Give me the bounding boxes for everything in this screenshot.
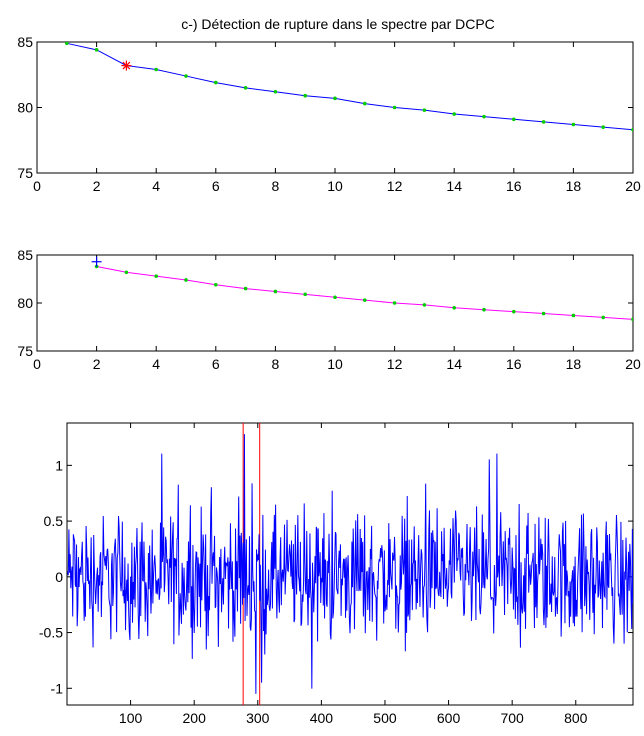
data-point xyxy=(303,293,307,297)
x-tick-label: 700 xyxy=(500,710,524,726)
x-tick-label: 500 xyxy=(373,710,397,726)
y-tick-label: 75 xyxy=(17,165,33,181)
data-point xyxy=(601,316,605,320)
x-tick-label: 16 xyxy=(506,356,522,372)
data-point xyxy=(154,68,158,72)
data-point xyxy=(423,303,427,307)
x-tick-label: 800 xyxy=(564,710,588,726)
data-point xyxy=(512,310,516,314)
x-tick-label: 8 xyxy=(272,356,280,372)
y-tick-label: 0 xyxy=(55,569,63,585)
middle-panel: 0 2 4 6 8 10 12 14 16 18 20 75 80 85 xyxy=(17,247,641,372)
data-point xyxy=(631,318,635,322)
y-tick-label: 85 xyxy=(17,247,33,263)
x-tick-label: 6 xyxy=(212,178,220,194)
data-point xyxy=(572,123,576,127)
data-point xyxy=(363,102,367,106)
x-tick-label: 6 xyxy=(212,356,220,372)
bottom-panel: 100 200 300 400 500 600 700 800 -1 -0.5 0 0.5 1 xyxy=(39,423,633,726)
y-tick-label: 0.5 xyxy=(44,513,64,529)
y-tick-label: 80 xyxy=(17,295,33,311)
data-point xyxy=(393,106,397,110)
data-point xyxy=(333,97,337,101)
data-point xyxy=(423,108,427,112)
x-tick-label: 20 xyxy=(625,178,641,194)
data-point xyxy=(65,42,69,46)
x-tick-label: 20 xyxy=(625,356,641,372)
data-point xyxy=(184,74,188,78)
x-tick-label: 600 xyxy=(437,710,461,726)
data-point xyxy=(274,90,278,94)
data-point xyxy=(452,306,456,310)
x-tick-label: 12 xyxy=(387,356,403,372)
data-point xyxy=(184,278,188,282)
x-tick-label: 10 xyxy=(327,178,343,194)
x-tick-label: 400 xyxy=(310,710,334,726)
data-point xyxy=(154,274,158,278)
data-point xyxy=(542,120,546,124)
data-point xyxy=(214,283,218,287)
x-tick-label: 18 xyxy=(566,356,582,372)
data-point xyxy=(572,314,576,318)
x-tick-label: 10 xyxy=(327,356,343,372)
x-tick-label: 2 xyxy=(93,356,101,372)
x-tick-label: 16 xyxy=(506,178,522,194)
x-tick-label: 100 xyxy=(119,710,143,726)
y-tick-label: 85 xyxy=(17,34,33,50)
data-point xyxy=(601,125,605,129)
x-tick-label: 300 xyxy=(246,710,270,726)
figure-title: c-) Détection de rupture dans le spectre… xyxy=(181,16,495,32)
x-tick-label: 0 xyxy=(33,178,41,194)
x-tick-label: 12 xyxy=(387,178,403,194)
data-point xyxy=(95,48,99,52)
x-tick-label: 4 xyxy=(152,178,160,194)
x-tick-label: 8 xyxy=(272,178,280,194)
data-point xyxy=(303,94,307,98)
data-point xyxy=(512,117,516,121)
data-point xyxy=(363,298,367,302)
x-tick-label: 18 xyxy=(566,178,582,194)
data-point xyxy=(244,287,248,291)
data-point xyxy=(393,301,397,305)
x-tick-label: 200 xyxy=(183,710,207,726)
y-tick-label: -1 xyxy=(51,680,64,696)
x-tick-label: 14 xyxy=(446,178,462,194)
y-tick-label: 75 xyxy=(17,343,33,359)
data-point xyxy=(274,290,278,294)
data-point xyxy=(542,312,546,316)
y-tick-label: 80 xyxy=(17,100,33,116)
x-tick-label: 0 xyxy=(33,356,41,372)
x-tick-label: 14 xyxy=(446,356,462,372)
data-point xyxy=(482,308,486,312)
data-point xyxy=(631,128,635,132)
data-point xyxy=(452,112,456,116)
axes-box xyxy=(37,255,633,351)
data-point xyxy=(214,81,218,85)
y-tick-label: 1 xyxy=(55,457,63,473)
x-tick-label: 2 xyxy=(93,178,101,194)
data-point xyxy=(333,295,337,299)
data-point xyxy=(125,270,129,274)
top-panel: 0 2 4 6 8 10 12 14 16 18 20 75 80 85 xyxy=(17,34,641,194)
data-point xyxy=(482,115,486,119)
x-tick-label: 4 xyxy=(152,356,160,372)
data-point xyxy=(244,86,248,90)
y-tick-label: -0.5 xyxy=(39,625,63,641)
